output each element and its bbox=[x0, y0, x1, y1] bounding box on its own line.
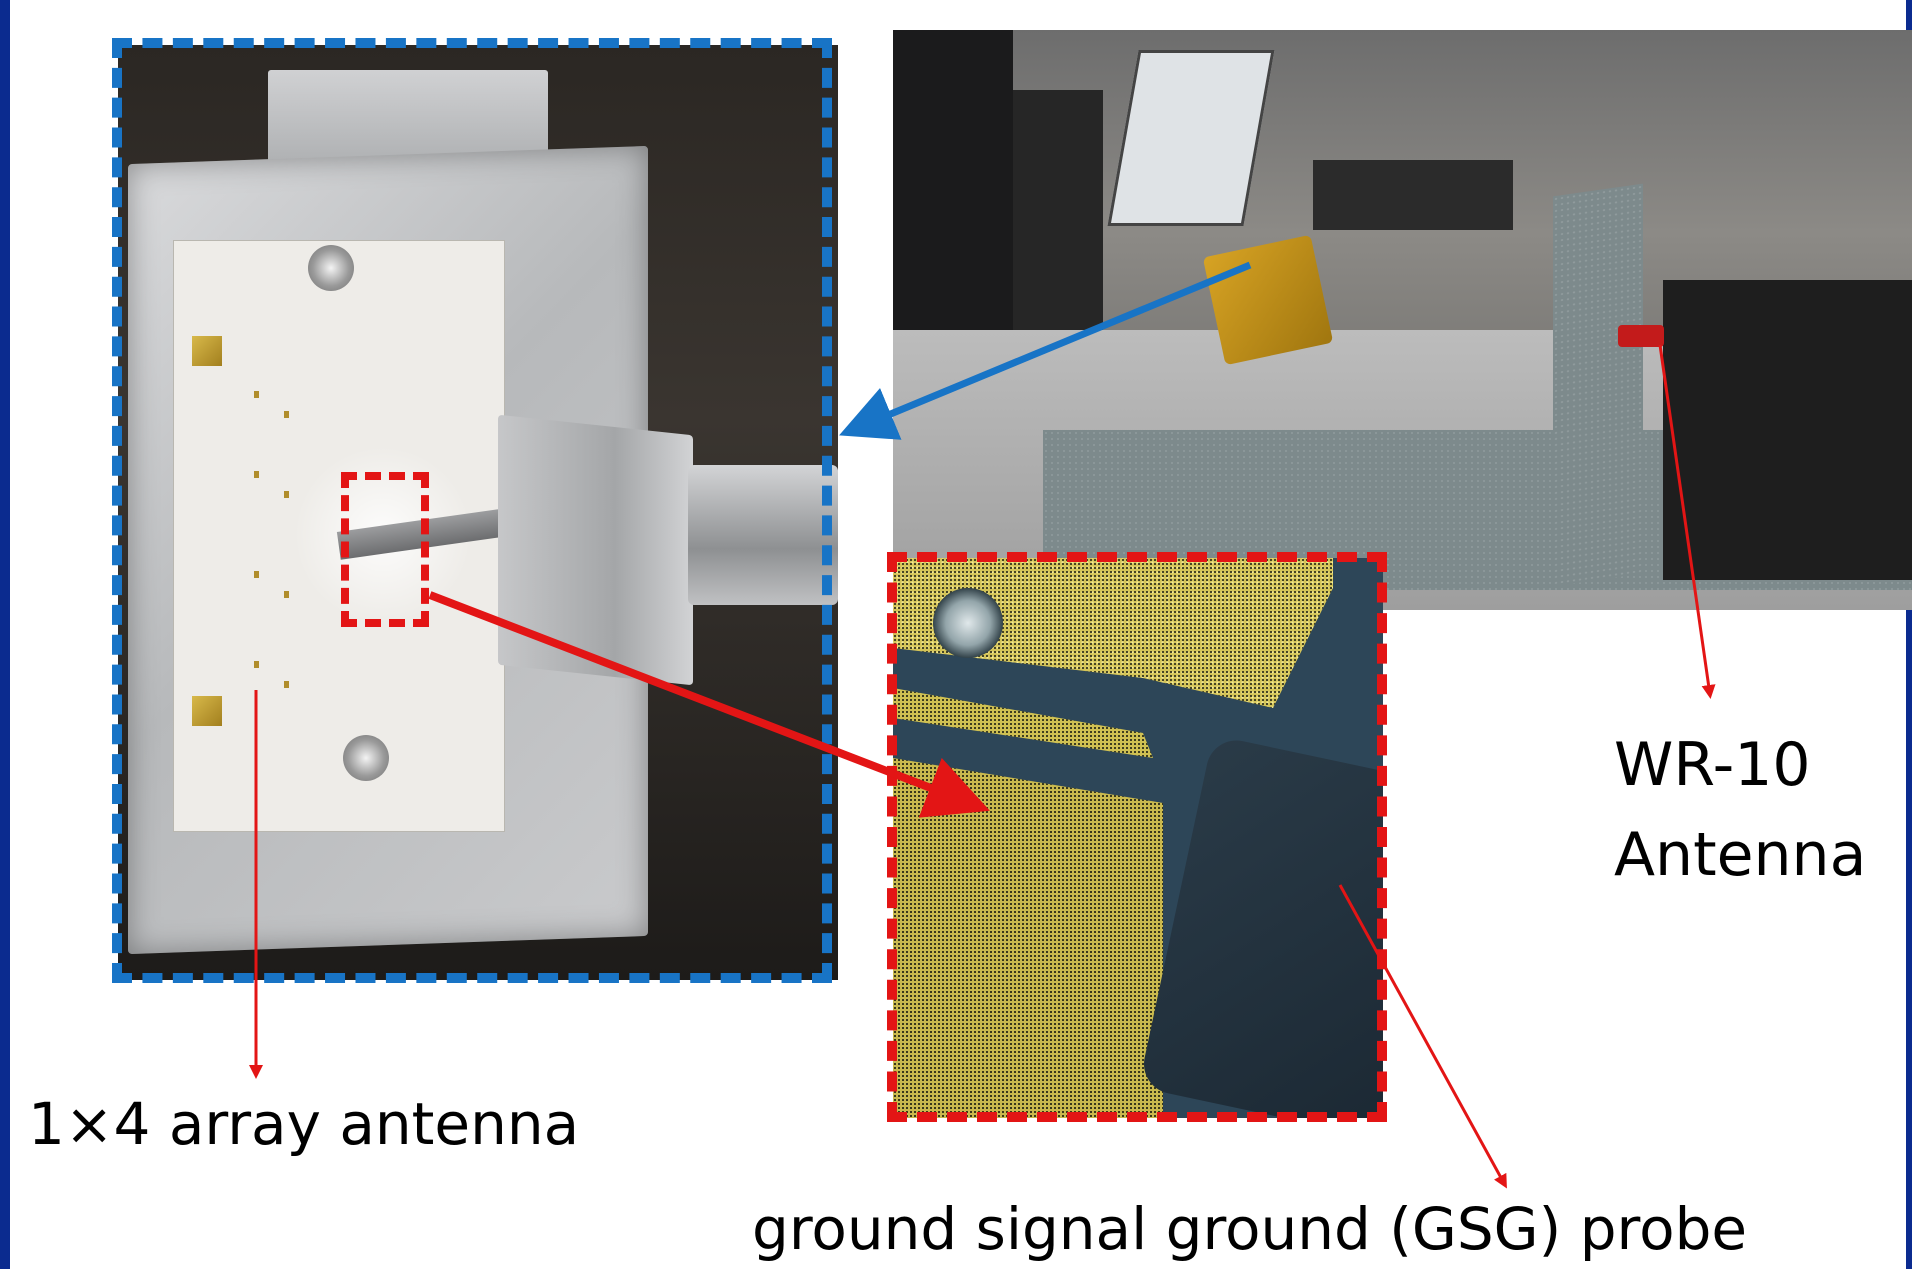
frequency-extender bbox=[1313, 160, 1513, 230]
zoom-highlight-box bbox=[887, 552, 1387, 1122]
via bbox=[254, 471, 259, 478]
via bbox=[284, 411, 289, 418]
wr10-antenna bbox=[1618, 325, 1664, 347]
gsg-probe-label: ground signal ground (GSG) probe bbox=[752, 1195, 1748, 1263]
probe-contact-highlight-box bbox=[341, 472, 429, 627]
array-antenna-label: 1×4 array antenna bbox=[28, 1090, 580, 1158]
wr10-label-line2: Antenna bbox=[1614, 820, 1867, 890]
screw bbox=[308, 245, 354, 291]
substrate-pad bbox=[192, 696, 222, 726]
via bbox=[284, 591, 289, 598]
absorber-foam-wall bbox=[1553, 183, 1643, 587]
via bbox=[284, 681, 289, 688]
figure-border-right bbox=[1906, 0, 1912, 1269]
wr10-label-line1: WR-10 bbox=[1614, 730, 1811, 800]
vna-extender-module bbox=[1202, 234, 1334, 366]
laptop bbox=[1107, 50, 1275, 226]
wr10-antenna-label: WR-10 Antenna bbox=[1614, 720, 1866, 900]
measurement-setup-photo bbox=[893, 30, 1912, 610]
receiver-stage bbox=[1663, 280, 1912, 580]
probe-connector bbox=[688, 465, 838, 605]
via bbox=[284, 491, 289, 498]
screw bbox=[343, 735, 389, 781]
closeup-highlight-box bbox=[112, 38, 832, 983]
fixture-closeup-photo bbox=[118, 45, 838, 980]
via bbox=[254, 571, 259, 578]
ground-plane bbox=[893, 758, 1163, 1118]
figure-border-left bbox=[0, 0, 10, 1269]
substrate-pad bbox=[192, 336, 222, 366]
via bbox=[254, 661, 259, 668]
via bbox=[254, 391, 259, 398]
